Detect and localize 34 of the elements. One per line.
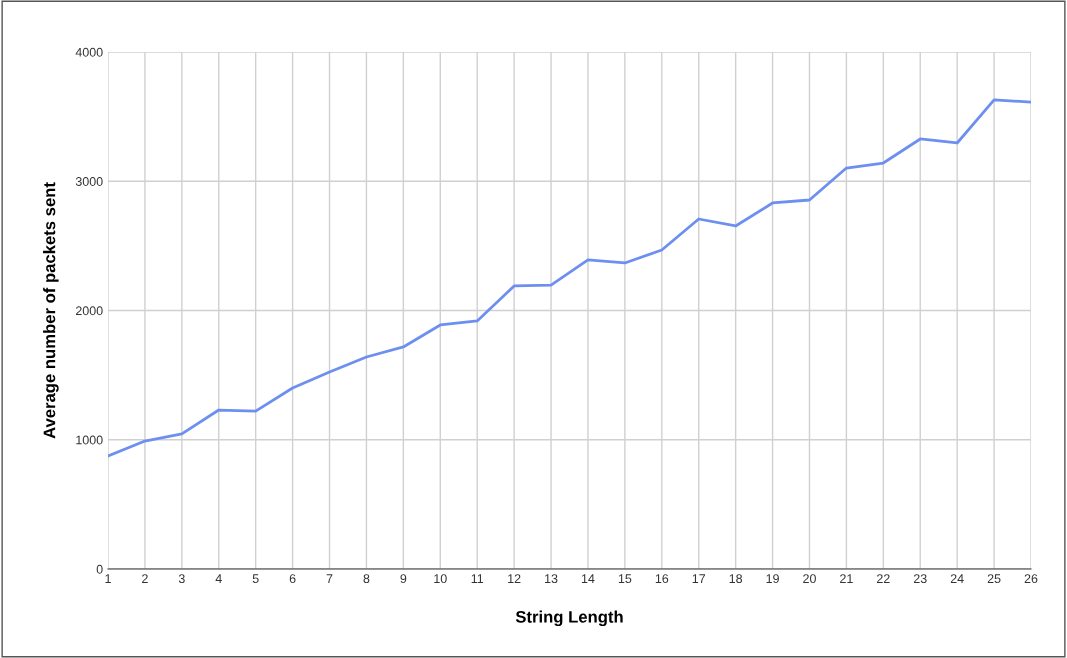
x-tick-label: 22 bbox=[877, 574, 890, 583]
y-axis-title: Average number of packets sent bbox=[43, 182, 59, 439]
x-tick-label: 11 bbox=[471, 574, 484, 583]
x-tick-label: 4 bbox=[215, 574, 222, 583]
y-tick-label: 2000 bbox=[75, 306, 103, 316]
y-tick-label: 3000 bbox=[75, 177, 103, 186]
x-tick-label: 18 bbox=[729, 574, 743, 584]
x-tick-label: 19 bbox=[766, 574, 779, 584]
x-tick-label: 24 bbox=[950, 574, 964, 583]
x-tick-label: 6 bbox=[289, 574, 296, 584]
x-tick-label: 13 bbox=[545, 574, 558, 584]
x-axis-title: String Length bbox=[515, 610, 623, 627]
line-series bbox=[108, 98, 1031, 458]
x-tick-label: 1 bbox=[105, 574, 111, 583]
x-tick-label: 25 bbox=[987, 574, 1001, 584]
x-tick-label: 8 bbox=[363, 574, 370, 584]
x-tick-label: 20 bbox=[803, 574, 816, 584]
x-tick-label: 16 bbox=[655, 574, 669, 584]
x-tick-label: 7 bbox=[326, 574, 333, 583]
x-tick-label: 2 bbox=[142, 574, 148, 583]
x-tick-label: 5 bbox=[252, 574, 259, 584]
y-tick-label: 0 bbox=[96, 564, 103, 574]
x-tick-label: 21 bbox=[840, 574, 853, 583]
x-tick-label: 14 bbox=[581, 574, 595, 583]
x-tick-label: 15 bbox=[618, 574, 632, 584]
y-tick-label: 4000 bbox=[75, 47, 103, 57]
x-tick-label: 26 bbox=[1024, 574, 1038, 584]
x-tick-label: 23 bbox=[913, 574, 927, 584]
x-tick-label: 12 bbox=[508, 574, 521, 583]
x-tick-label: 10 bbox=[434, 574, 447, 584]
x-tick-label: 17 bbox=[692, 574, 706, 583]
x-tick-label: 3 bbox=[178, 574, 185, 584]
x-tick-label: 9 bbox=[400, 574, 407, 584]
y-tick-label: 1000 bbox=[76, 435, 103, 445]
